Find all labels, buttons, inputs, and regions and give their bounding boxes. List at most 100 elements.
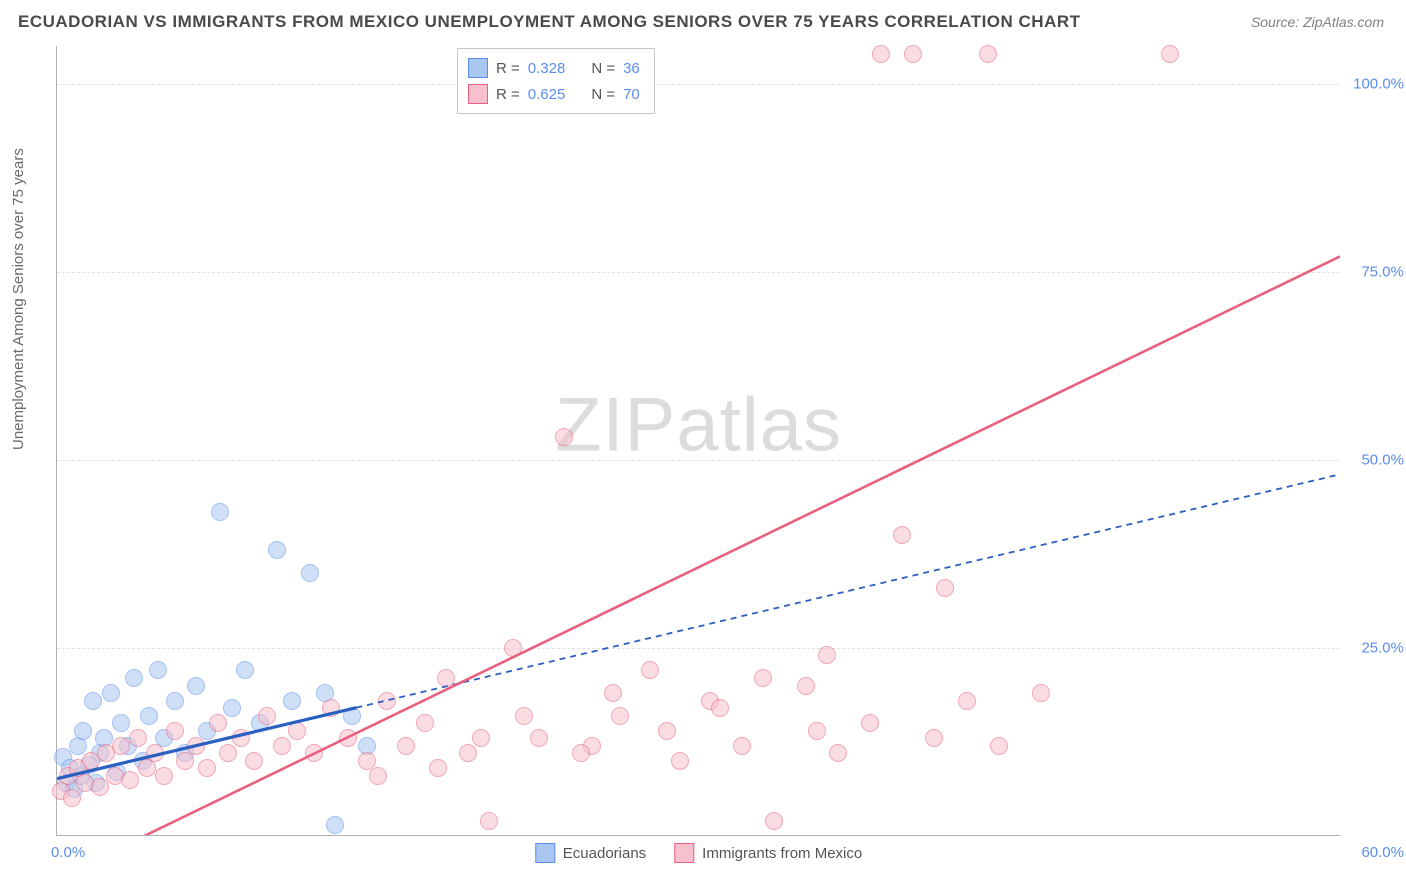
- data-point: [754, 669, 772, 687]
- data-point: [611, 707, 629, 725]
- data-point: [63, 789, 81, 807]
- data-point: [658, 722, 676, 740]
- data-point: [209, 714, 227, 732]
- correlation-legend: R = 0.328 N = 36 R = 0.625 N = 70: [457, 48, 655, 114]
- legend-label-mexico: Immigrants from Mexico: [702, 845, 862, 862]
- data-point: [429, 759, 447, 777]
- data-point: [872, 45, 890, 63]
- data-point: [102, 684, 120, 702]
- legend-item-ecuadorians: Ecuadorians: [535, 843, 646, 863]
- data-point: [572, 744, 590, 762]
- y-tick-label: 100.0%: [1353, 75, 1404, 92]
- data-point: [936, 579, 954, 597]
- data-point: [211, 503, 229, 521]
- data-point: [733, 737, 751, 755]
- plot-area: ZIPatlas 25.0%50.0%75.0%100.0% R = 0.328…: [56, 46, 1340, 836]
- data-point: [198, 759, 216, 777]
- data-point: [480, 812, 498, 830]
- data-point: [219, 744, 237, 762]
- data-point: [671, 752, 689, 770]
- data-point: [829, 744, 847, 762]
- data-point: [343, 707, 361, 725]
- legend-row-ecuadorians: R = 0.328 N = 36: [468, 55, 640, 81]
- source-attribution: Source: ZipAtlas.com: [1251, 14, 1384, 30]
- y-tick-label: 75.0%: [1361, 263, 1404, 280]
- data-point: [176, 752, 194, 770]
- y-tick-label: 25.0%: [1361, 639, 1404, 656]
- data-point: [369, 767, 387, 785]
- data-point: [112, 737, 130, 755]
- data-point: [437, 669, 455, 687]
- data-point: [74, 722, 92, 740]
- data-point: [641, 661, 659, 679]
- series-legend: Ecuadorians Immigrants from Mexico: [535, 843, 862, 863]
- data-point: [125, 669, 143, 687]
- data-point: [149, 661, 167, 679]
- data-point: [530, 729, 548, 747]
- data-point: [416, 714, 434, 732]
- data-point: [84, 692, 102, 710]
- y-tick-label: 50.0%: [1361, 451, 1404, 468]
- data-point: [604, 684, 622, 702]
- data-point: [1032, 684, 1050, 702]
- r-value-mexico: 0.625: [528, 86, 566, 103]
- data-point: [765, 812, 783, 830]
- chart-title: ECUADORIAN VS IMMIGRANTS FROM MEXICO UNE…: [18, 12, 1081, 32]
- data-point: [187, 677, 205, 695]
- watermark-atlas: atlas: [676, 382, 842, 467]
- legend-swatch-ecuadorians: [468, 58, 488, 78]
- data-point: [236, 661, 254, 679]
- data-point: [459, 744, 477, 762]
- data-point: [504, 639, 522, 657]
- x-tick-label: 60.0%: [1361, 844, 1404, 861]
- data-point: [166, 722, 184, 740]
- data-point: [326, 816, 344, 834]
- legend-swatch-mexico: [468, 84, 488, 104]
- regression-lines: [57, 46, 1340, 835]
- y-axis-label: Unemployment Among Seniors over 75 years: [10, 148, 27, 450]
- data-point: [288, 722, 306, 740]
- data-point: [223, 699, 241, 717]
- legend-label-ecuadorians: Ecuadorians: [563, 845, 646, 862]
- data-point: [301, 564, 319, 582]
- r-value-ecuadorians: 0.328: [528, 60, 566, 77]
- data-point: [979, 45, 997, 63]
- n-label: N =: [591, 60, 615, 77]
- data-point: [258, 707, 276, 725]
- data-point: [797, 677, 815, 695]
- data-point: [232, 729, 250, 747]
- data-point: [339, 729, 357, 747]
- data-point: [925, 729, 943, 747]
- watermark: ZIPatlas: [555, 381, 842, 468]
- data-point: [861, 714, 879, 732]
- data-point: [283, 692, 301, 710]
- data-point: [121, 771, 139, 789]
- data-point: [711, 699, 729, 717]
- data-point: [378, 692, 396, 710]
- data-point: [129, 729, 147, 747]
- data-point: [322, 699, 340, 717]
- data-point: [555, 428, 573, 446]
- data-point: [472, 729, 490, 747]
- n-value-mexico: 70: [623, 86, 640, 103]
- data-point: [397, 737, 415, 755]
- x-tick-label: 0.0%: [51, 844, 85, 861]
- n-value-ecuadorians: 36: [623, 60, 640, 77]
- data-point: [990, 737, 1008, 755]
- data-point: [515, 707, 533, 725]
- data-point: [146, 744, 164, 762]
- legend-row-mexico: R = 0.625 N = 70: [468, 81, 640, 107]
- data-point: [112, 714, 130, 732]
- data-point: [273, 737, 291, 755]
- data-point: [305, 744, 323, 762]
- data-point: [958, 692, 976, 710]
- r-label: R =: [496, 60, 520, 77]
- legend-color-mexico: [674, 843, 694, 863]
- data-point: [818, 646, 836, 664]
- r-label: R =: [496, 86, 520, 103]
- data-point: [155, 767, 173, 785]
- data-point: [808, 722, 826, 740]
- legend-item-mexico: Immigrants from Mexico: [674, 843, 862, 863]
- data-point: [245, 752, 263, 770]
- data-point: [166, 692, 184, 710]
